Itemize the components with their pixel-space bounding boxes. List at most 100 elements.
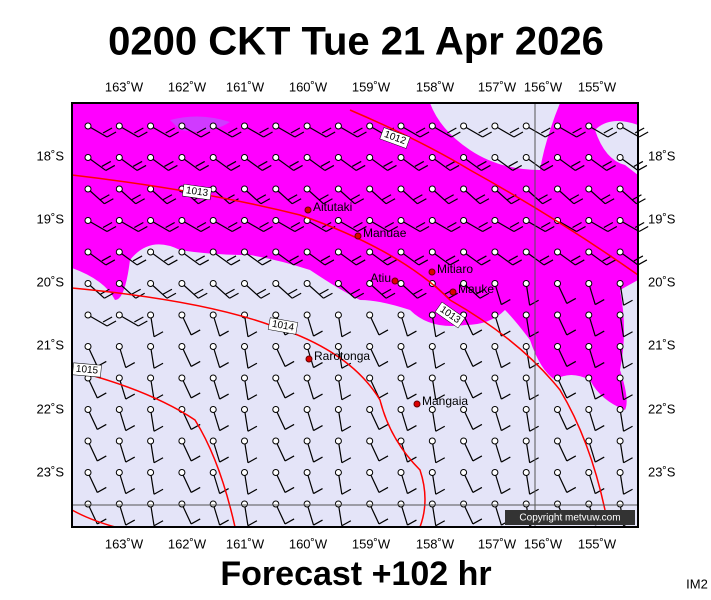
barb-station — [303, 343, 311, 350]
barb-stem — [556, 314, 568, 336]
isobar — [71, 369, 236, 528]
barb-feather — [542, 198, 552, 205]
barb-stem — [118, 346, 127, 368]
barb-feather — [351, 255, 362, 262]
lat-label: 23˚S — [37, 464, 65, 479]
barb-feather — [247, 331, 258, 338]
barb-feather — [290, 127, 301, 134]
barb-station — [84, 122, 92, 130]
barb-stem — [87, 409, 98, 430]
barb-station — [554, 343, 561, 350]
barb-station — [209, 406, 217, 413]
barb-station — [303, 374, 311, 382]
barb-station — [178, 311, 186, 319]
barb-feather — [162, 194, 173, 201]
barb-station — [241, 280, 248, 287]
barb-stem — [118, 188, 137, 205]
barb-feather — [529, 299, 539, 306]
barb-station — [241, 469, 248, 476]
barb-station — [616, 343, 624, 350]
isobars — [71, 109, 639, 528]
barb-station — [460, 374, 468, 382]
barb-stem — [212, 314, 221, 337]
barb-station — [272, 374, 280, 382]
barb-stem — [337, 409, 343, 432]
barb-station — [554, 154, 561, 161]
barb-station — [460, 248, 468, 256]
barb-feather — [219, 425, 229, 432]
barb-stem — [306, 440, 315, 463]
barb-station — [616, 280, 624, 287]
barb-feather — [102, 127, 113, 134]
barb-stem — [181, 377, 192, 399]
barb-station — [522, 469, 530, 476]
barb-stem — [463, 503, 474, 525]
barb-station — [241, 374, 248, 382]
barb-stem — [494, 251, 514, 266]
barb-feather — [138, 225, 148, 233]
barb-stem — [87, 157, 107, 171]
barb-feather — [131, 288, 141, 295]
barb-stem — [525, 283, 531, 306]
barb-feather — [435, 457, 446, 464]
barb-station — [491, 500, 499, 508]
barb-feather — [230, 164, 241, 171]
lon-label: 159˚W — [352, 536, 391, 551]
barb-station — [585, 280, 593, 287]
barb-station — [178, 154, 186, 161]
place-label: Rarotonga — [314, 349, 370, 363]
barb-feather — [632, 194, 642, 201]
barb-station — [84, 154, 92, 161]
barb-stem — [150, 157, 169, 171]
barb-feather — [623, 299, 633, 306]
barb-stem — [494, 188, 512, 205]
barb-stem — [306, 503, 315, 526]
barb-station — [460, 122, 468, 130]
barb-station — [366, 217, 374, 224]
barb-feather — [196, 127, 207, 134]
barb-station — [460, 185, 468, 193]
isobar — [71, 174, 606, 511]
barb-station — [209, 500, 217, 508]
barb-feather — [125, 488, 136, 495]
barb-feather — [226, 255, 237, 262]
barb-feather — [418, 259, 429, 266]
barb-stem — [463, 251, 482, 266]
barb-station — [209, 154, 217, 161]
barb-stem — [181, 251, 201, 266]
lon-label: 157˚W — [478, 79, 517, 94]
place-label: Manuae — [363, 226, 407, 240]
barb-station — [585, 154, 593, 161]
barb-feather — [435, 394, 446, 401]
barb-stem — [556, 377, 568, 399]
barb-stem — [525, 219, 546, 233]
lat-label: 19˚S — [648, 211, 676, 226]
barb-station — [272, 500, 280, 508]
barb-station — [491, 374, 499, 382]
barb-station — [397, 248, 405, 256]
barb-feather — [477, 160, 487, 167]
barb-feather — [319, 288, 329, 295]
barb-feather — [407, 519, 417, 526]
barb-stem — [275, 251, 294, 266]
barb-stem — [494, 283, 502, 305]
barb-station — [272, 122, 280, 130]
isobar — [71, 287, 426, 528]
barb-feather — [472, 455, 483, 462]
barb-stem — [494, 409, 502, 431]
barb-feather — [323, 198, 333, 205]
lon-label: 156˚W — [524, 536, 563, 551]
barb-feather — [378, 518, 389, 525]
image-code: IM2 — [686, 576, 708, 591]
barb-stem — [557, 125, 577, 138]
barb-feather — [284, 423, 295, 430]
barb-feather — [575, 164, 585, 171]
barb-stem — [400, 503, 409, 526]
barb-feather — [501, 456, 511, 463]
barb-stem — [150, 251, 169, 266]
isobar-label: 1015 — [75, 364, 99, 377]
barb-stem — [118, 472, 127, 494]
barb-feather — [529, 488, 539, 495]
barb-stem — [212, 251, 232, 266]
barb-stem — [525, 314, 531, 337]
